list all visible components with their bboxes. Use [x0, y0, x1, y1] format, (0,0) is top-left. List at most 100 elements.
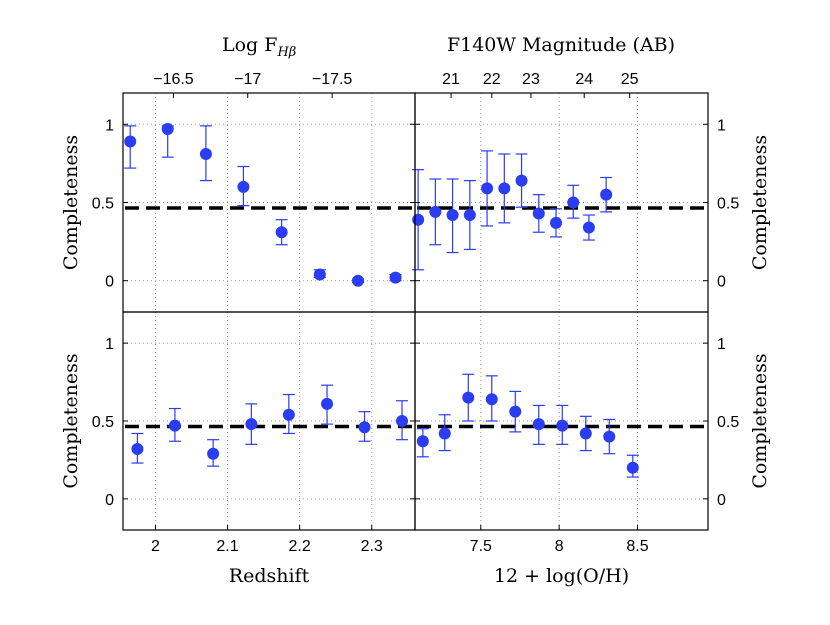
data-marker [352, 274, 365, 287]
y-tick-label: 0.5 [92, 196, 114, 213]
data-marker [412, 213, 425, 226]
data-point [245, 403, 258, 445]
top-tick-label: −17 [234, 71, 261, 88]
x-axis-label: 12 + log(O/H) [494, 565, 629, 587]
data-point [446, 178, 459, 254]
data-point [600, 176, 613, 213]
top-tick-label: 22 [483, 71, 501, 88]
data-point [429, 178, 442, 246]
x-axis-label: Redshift [229, 565, 310, 587]
data-point [438, 414, 451, 452]
x-tick-label: 2.3 [361, 538, 383, 555]
panel-top-left: 0 0.5 1 Completeness −16.5 −17 −17.5 [60, 71, 416, 313]
y-tick-label: 1 [105, 117, 114, 134]
y-tick-label: 0 [105, 274, 114, 291]
y-tick-label: 0.5 [717, 414, 739, 431]
data-point [416, 428, 429, 458]
data-marker [509, 405, 522, 418]
y-tick-label: 1 [717, 336, 726, 353]
y-tick-label: 1 [105, 336, 114, 353]
data-marker [582, 221, 595, 234]
data-marker [446, 209, 459, 222]
data-marker [199, 148, 212, 161]
x-tick-label: 2.1 [216, 538, 238, 555]
top-tick-label: −16.5 [153, 71, 194, 88]
data-point [485, 375, 498, 422]
data-marker [626, 461, 639, 474]
data-point [567, 184, 580, 219]
top-axis-title-right: F140W Magnitude (AB) [447, 34, 675, 56]
data-marker [237, 180, 250, 193]
data-point [515, 153, 528, 208]
panel-bottom-right: 0 0.5 1 Completeness 7.5 8 8.5 12 + log(O/H) [414, 311, 771, 587]
x-tick-label: 2 [151, 538, 160, 555]
data-point [352, 274, 365, 287]
y-tick-label: 0.5 [92, 414, 114, 431]
data-marker [532, 207, 545, 220]
axes-frame [414, 92, 709, 313]
panels-layer: 0 0.5 1 Completeness −16.5 −17 −17.5 0 0.5 1 Compl… [60, 71, 771, 587]
data-point [556, 404, 569, 445]
data-point [396, 400, 409, 441]
data-marker [282, 408, 295, 421]
y-axis-label: Completeness [60, 353, 82, 488]
data-marker [579, 427, 592, 440]
data-marker [532, 418, 545, 431]
top-tick-label: 21 [442, 71, 460, 88]
data-marker [498, 182, 511, 195]
data-marker [207, 447, 220, 460]
data-point [124, 125, 137, 169]
data-marker [603, 430, 616, 443]
data-marker [396, 415, 409, 427]
top-tick-label: 23 [522, 71, 540, 88]
data-point [358, 411, 371, 442]
data-marker [600, 188, 613, 201]
data-point [462, 373, 475, 422]
data-point [603, 418, 616, 455]
data-point [463, 180, 476, 251]
data-point [579, 415, 592, 452]
y-tick-label: 0 [105, 492, 114, 509]
data-marker [275, 226, 288, 239]
data-marker [481, 182, 494, 195]
top-tick-label: 25 [621, 71, 639, 88]
data-point [131, 432, 144, 464]
y-axis-label: Completeness [60, 135, 82, 270]
data-marker [321, 397, 334, 410]
panel-top-right: 0 0.5 1 Completeness 21 22 23 24 25 [412, 71, 771, 313]
x-tick-label: 8.5 [626, 538, 648, 555]
y-axis-label: Completeness [749, 135, 771, 270]
data-point [168, 407, 181, 442]
data-marker [485, 393, 498, 406]
data-marker [556, 419, 569, 432]
data-point [582, 214, 595, 241]
data-point [237, 165, 250, 207]
data-point [412, 169, 425, 271]
data-marker [313, 268, 326, 281]
data-point [161, 122, 174, 158]
panel-bottom-left: 0 0.5 1 Completeness 2 2.1 2.2 2.3 Redshift [60, 311, 416, 587]
x-tick-label: 8 [555, 538, 564, 555]
y-tick-label: 0 [717, 274, 726, 291]
data-marker [161, 122, 174, 135]
data-marker [389, 271, 402, 284]
data-point [550, 208, 563, 238]
data-point [313, 268, 326, 281]
data-marker [463, 209, 476, 222]
data-marker [550, 216, 563, 229]
x-tick-label: 2.2 [289, 538, 311, 555]
top-tick-label: 24 [575, 71, 593, 88]
data-point [389, 271, 402, 284]
data-point [282, 393, 295, 435]
top-axis-title-left-subscript: Hβ [276, 45, 296, 60]
data-marker [358, 421, 371, 434]
data-marker [245, 418, 258, 431]
data-marker [131, 443, 144, 456]
data-marker [462, 391, 475, 404]
data-marker [416, 435, 429, 448]
top-tick-label: −17.5 [312, 71, 353, 88]
data-point [275, 219, 288, 246]
data-marker [438, 427, 451, 440]
data-marker [168, 419, 181, 432]
